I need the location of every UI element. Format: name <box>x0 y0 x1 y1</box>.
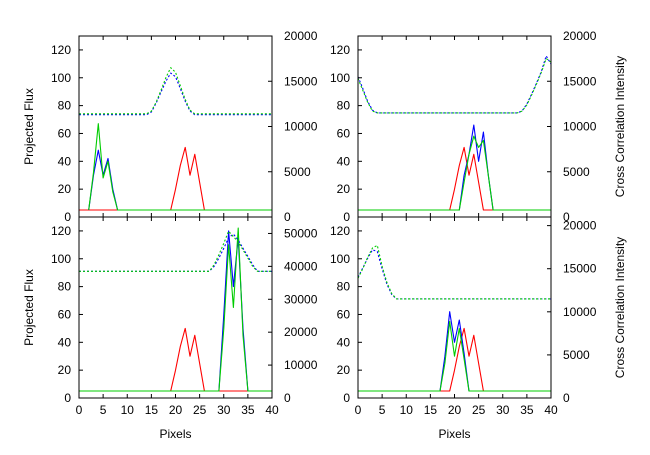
y-tick-label: 100 <box>51 71 71 85</box>
chart-panel-3: 0 5 10 15 20 25 30 35 40 0 20 40 60 80 100 120 0 10000 200… <box>22 216 318 441</box>
x-tick-label: 30 <box>217 403 231 417</box>
x-tick-label: 0 <box>355 403 362 417</box>
y2-tick-label: 15000 <box>284 74 318 88</box>
y-tick-label: 40 <box>58 335 72 349</box>
y2-tick-label: 20000 <box>563 29 597 43</box>
y2-tick-label: 10000 <box>284 120 318 134</box>
x-tick-label: 35 <box>520 403 534 417</box>
y-tick-label: 100 <box>51 252 71 266</box>
x-tick-label: 5 <box>100 403 107 417</box>
y2-tick-label: 20000 <box>284 325 318 339</box>
y2-tick-label: 50000 <box>284 226 318 240</box>
y2-tick-label: 5000 <box>563 348 590 362</box>
x-tick-label: 15 <box>145 403 159 417</box>
y-tick-label: 120 <box>51 43 71 57</box>
y-tick-label: 20 <box>58 182 72 196</box>
y2-axis-label: Cross Correlation Intensity <box>613 237 627 378</box>
y-tick-label: 60 <box>58 307 72 321</box>
series-line-2 <box>88 149 272 211</box>
series-line-4 <box>79 72 272 116</box>
x-axis-label: Pixels <box>159 427 191 441</box>
series-line-4 <box>79 233 272 272</box>
y-tick-label: 120 <box>330 43 350 57</box>
y-tick-label: 0 <box>64 391 71 405</box>
x-tick-label: 10 <box>400 403 414 417</box>
y-tick-label: 80 <box>337 99 351 113</box>
x-tick-label: 25 <box>193 403 207 417</box>
series-line-4 <box>357 55 552 114</box>
y2-tick-label: 40000 <box>284 259 318 273</box>
x-tick-label: 30 <box>496 403 510 417</box>
y-tick-label: 120 <box>51 224 71 238</box>
y2-tick-label: 0 <box>563 210 570 224</box>
y-tick-label: 100 <box>330 252 350 266</box>
x-tick-label: 15 <box>424 403 438 417</box>
series-line-3 <box>88 123 272 211</box>
y2-tick-label: 20000 <box>284 29 318 43</box>
y-tick-label: 100 <box>330 71 350 85</box>
y-tick-label: 0 <box>64 210 71 224</box>
x-tick-label: 5 <box>379 403 386 417</box>
y-tick-label: 20 <box>337 363 351 377</box>
y-axis-label: Projected Flux <box>22 269 36 346</box>
x-tick-label: 20 <box>448 403 462 417</box>
chart-panel-2: 0 20 40 60 80 100 120 0 5000 10000 15000 20000 Cross… <box>330 29 627 224</box>
x-axis-label: Pixels <box>438 427 470 441</box>
y2-tick-label: 5000 <box>284 165 311 179</box>
x-tick-label: 20 <box>169 403 183 417</box>
series-line-2 <box>358 311 551 392</box>
chart-panel-1: 0 20 40 60 80 100 120 0 5000 10000 15000 20000 Proje… <box>22 29 318 224</box>
y-tick-label: 60 <box>337 126 351 140</box>
y-tick-label: 60 <box>58 126 72 140</box>
series-line-4 <box>357 249 551 300</box>
y-tick-label: 80 <box>337 280 351 294</box>
y2-tick-label: 10000 <box>563 305 597 319</box>
series-line-1 <box>79 146 272 211</box>
y2-tick-label: 30000 <box>284 292 318 306</box>
y-tick-label: 120 <box>330 224 350 238</box>
y-tick-label: 0 <box>343 391 350 405</box>
series-line-2 <box>358 124 551 211</box>
y-tick-label: 20 <box>337 182 351 196</box>
series-line-3 <box>358 135 551 211</box>
x-tick-label: 10 <box>121 403 135 417</box>
y2-tick-label: 0 <box>563 391 570 405</box>
y2-tick-label: 5000 <box>563 165 590 179</box>
y2-tick-label: 15000 <box>563 74 597 88</box>
series-line-5 <box>79 230 272 272</box>
series-line-5 <box>79 67 272 115</box>
y2-tick-label: 0 <box>284 391 291 405</box>
series-line-3 <box>79 227 272 392</box>
x-tick-label: 0 <box>76 403 83 417</box>
y-tick-label: 40 <box>337 335 351 349</box>
y-tick-label: 40 <box>58 154 72 168</box>
x-tick-label: 40 <box>265 403 279 417</box>
x-tick-label: 40 <box>544 403 558 417</box>
y2-axis-label: Cross Correlation Intensity <box>613 56 627 197</box>
y2-tick-label: 15000 <box>563 262 597 276</box>
x-tick-label: 25 <box>472 403 486 417</box>
series-line-5 <box>357 244 551 300</box>
x-tick-label: 35 <box>241 403 255 417</box>
series-line-3 <box>358 320 551 392</box>
y2-tick-label: 20000 <box>563 219 597 233</box>
y-tick-label: 40 <box>337 154 351 168</box>
series-line-5 <box>357 58 552 114</box>
series-line-1 <box>358 146 551 211</box>
series-line-1 <box>358 327 551 392</box>
y-tick-label: 80 <box>58 280 72 294</box>
y2-tick-label: 10000 <box>563 120 597 134</box>
y-tick-label: 80 <box>58 99 72 113</box>
y-tick-label: 20 <box>58 363 72 377</box>
series-line-2 <box>79 230 272 392</box>
chart-panel-4: 0 5 10 15 20 25 30 35 40 0 20 40 60 80 100 120 0 5000 1000… <box>330 216 627 441</box>
y-tick-label: 0 <box>343 210 350 224</box>
y-tick-label: 60 <box>337 307 351 321</box>
y-axis-label: Projected Flux <box>22 88 36 165</box>
y2-tick-label: 0 <box>284 210 291 224</box>
y2-tick-label: 10000 <box>284 358 318 372</box>
